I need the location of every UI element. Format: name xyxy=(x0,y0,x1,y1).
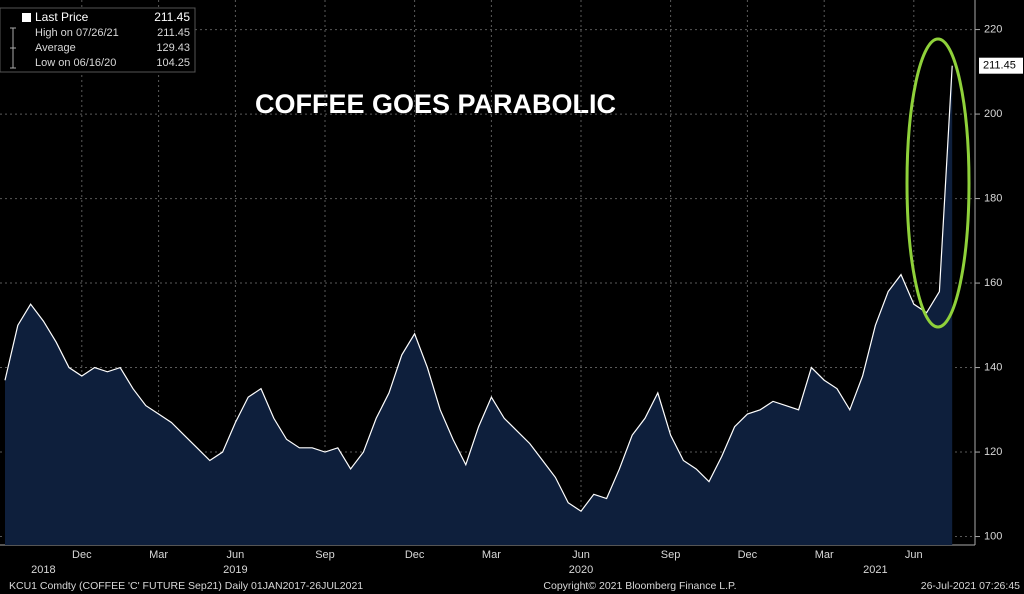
y-tick-label: 180 xyxy=(984,192,1002,204)
legend-value: 129.43 xyxy=(156,42,190,54)
x-tick-label: Jun xyxy=(572,549,590,561)
footer-right: 26-Jul-2021 07:26:45 xyxy=(921,580,1020,592)
x-year-label: 2019 xyxy=(223,564,247,576)
legend-swatch xyxy=(22,13,31,22)
legend-value: 104.25 xyxy=(156,57,190,69)
x-year-label: 2020 xyxy=(569,564,593,576)
y-tick-label: 200 xyxy=(984,108,1002,120)
line xyxy=(4,65,953,513)
x-tick-label: Mar xyxy=(815,549,834,561)
legend-icons xyxy=(10,27,16,69)
x-tick-label: Sep xyxy=(661,549,681,561)
legend-box xyxy=(0,7,196,73)
legend-value: 211.45 xyxy=(154,10,190,24)
last-price-label: 211.45 xyxy=(983,60,1016,72)
y-tick-label: 220 xyxy=(984,23,1002,35)
legend-label: Low on 06/16/20 xyxy=(35,57,116,69)
x-tick-label: Jun xyxy=(227,549,245,561)
footer-left: KCU1 Comdty (COFFEE 'C' FUTURE Sep21) Da… xyxy=(9,580,363,592)
legend-label: Last Price xyxy=(35,10,89,24)
x-tick-label: Mar xyxy=(149,549,168,561)
x-tick-label: Dec xyxy=(405,549,425,561)
area xyxy=(5,65,953,545)
legend-label: High on 07/26/21 xyxy=(35,27,119,39)
legend-value: 211.45 xyxy=(157,27,190,39)
x-year-label: 2021 xyxy=(863,564,887,576)
y-tick-label: 120 xyxy=(984,446,1002,458)
annotation-ellipse xyxy=(905,37,971,329)
y-tick-label: 160 xyxy=(984,277,1002,289)
y-tick-label: 140 xyxy=(984,361,1002,373)
chart-title: COFFEE GOES PARABOLIC xyxy=(255,89,616,119)
x-tick-label: Dec xyxy=(738,549,758,561)
x-tick-label: Mar xyxy=(482,549,501,561)
x-year-label: 2018 xyxy=(31,564,55,576)
x-tick-label: Jun xyxy=(905,549,923,561)
legend: Last Price 211.45 High on 07/26/21 211.4… xyxy=(0,7,196,73)
legend-label: Average xyxy=(35,42,76,54)
x-tick-label: Dec xyxy=(72,549,92,561)
last-price-box xyxy=(979,57,1023,74)
x-tick-label: Sep xyxy=(315,549,335,561)
footer-center: Copyright© 2021 Bloomberg Finance L.P. xyxy=(543,580,736,592)
y-tick-label: 100 xyxy=(984,530,1002,542)
